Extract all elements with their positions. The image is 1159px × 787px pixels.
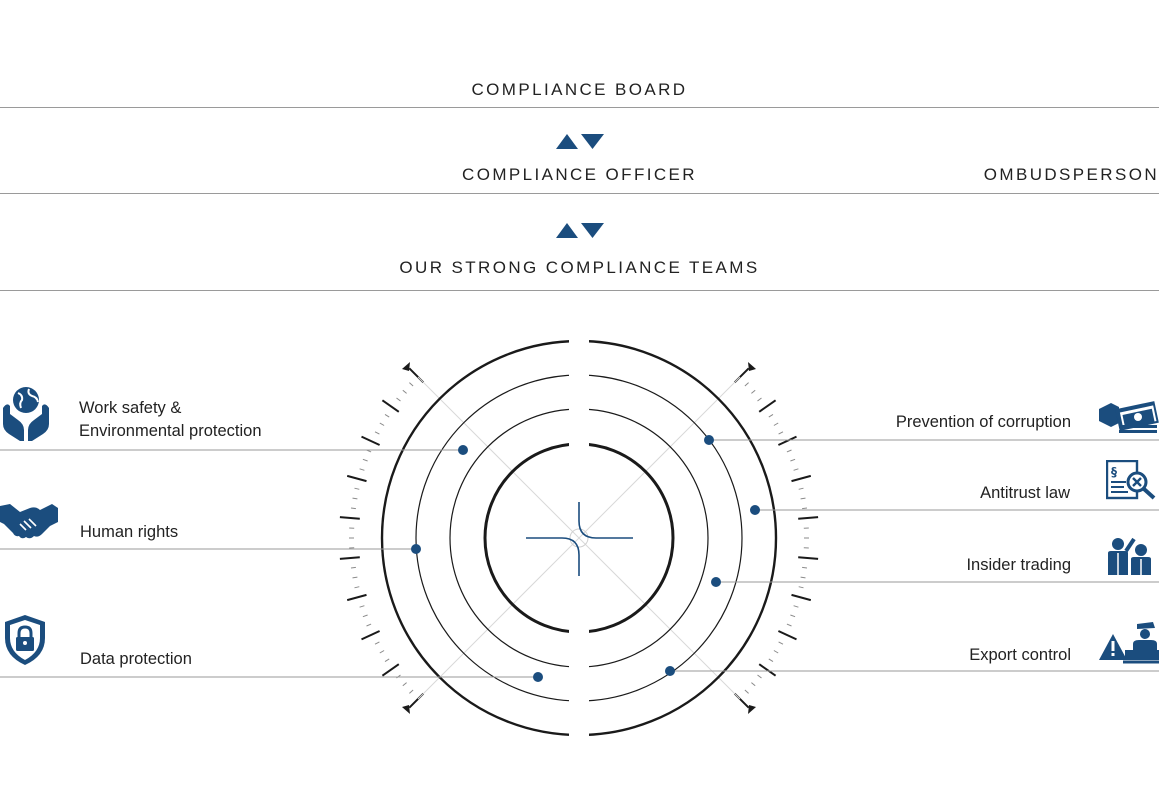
people-talking-icon	[1108, 537, 1151, 575]
divider-line	[0, 107, 1159, 108]
scale-tick	[773, 422, 779, 426]
topic-label-line: Work safety &	[79, 399, 182, 417]
scale-tick	[354, 487, 360, 490]
topic-human-rights: Human rights	[80, 523, 179, 541]
scale-tick	[359, 605, 365, 608]
scale-tick	[339, 516, 360, 520]
scale-tick	[346, 474, 367, 483]
scale-tick	[778, 431, 784, 435]
topic-label-line: Environmental protection	[79, 422, 262, 440]
crosshair-icon	[526, 502, 633, 576]
compliance-officer-title: COMPLIANCE OFFICER	[462, 165, 697, 184]
scale-tick	[354, 586, 360, 589]
scale-tick	[381, 399, 400, 413]
scale-tick	[798, 556, 819, 560]
scale-tick	[768, 413, 774, 418]
scale-tick	[793, 468, 799, 471]
scale-tick	[777, 435, 797, 446]
divider-line	[0, 193, 1159, 194]
svg-text:§: §	[1111, 465, 1117, 479]
handshake-icon	[0, 504, 58, 539]
scale-tick	[758, 399, 777, 413]
scale-tick	[791, 593, 812, 602]
scale-tick	[757, 674, 762, 679]
scale-tick	[786, 623, 792, 627]
scale-tick	[339, 556, 360, 560]
scale-tick	[361, 630, 381, 641]
scale-tick	[350, 566, 356, 569]
scale-tick	[798, 586, 804, 589]
scale-tick	[381, 663, 400, 677]
up-down-arrows-icon	[0, 132, 1159, 155]
divider-line	[0, 290, 1159, 291]
compliance-teams-title: OUR STRONG COMPLIANCE TEAMS	[399, 258, 760, 277]
scale-tick	[777, 630, 797, 641]
scale-tick	[362, 614, 368, 618]
scale-tick	[366, 623, 372, 627]
globe-hands-icon	[3, 387, 49, 441]
scale-tick	[800, 497, 806, 500]
scale-tick	[802, 507, 808, 510]
scale-tick	[744, 689, 749, 694]
scale-tick	[768, 658, 774, 663]
scale-tick	[798, 516, 819, 520]
scale-tick	[362, 458, 368, 462]
scale-tick	[786, 449, 792, 453]
topic-export-control: Export control	[969, 646, 1071, 664]
scale-tick	[790, 458, 796, 462]
scale-tick	[374, 641, 380, 645]
scale-tick	[800, 576, 806, 579]
scale-tick	[379, 422, 385, 426]
scale-tick	[379, 650, 385, 654]
scale-tick	[757, 397, 762, 402]
scale-tick	[384, 413, 390, 418]
scale-tick	[751, 682, 756, 687]
scale-tick	[758, 663, 777, 677]
document-search-icon: §	[1106, 460, 1156, 500]
topic-work-safety: Work safety & Environmental protection	[79, 397, 262, 443]
corner-markers	[402, 362, 756, 714]
scale-tick	[409, 382, 414, 387]
scale-tick	[384, 658, 390, 663]
scale-tick	[791, 474, 812, 483]
scale-tick	[396, 397, 401, 402]
scale-tick	[350, 507, 356, 510]
compliance-board-title: COMPLIANCE BOARD	[471, 80, 688, 99]
ombudsperson-title: OMBUDSPERSON	[983, 165, 1159, 184]
scale-tick	[402, 389, 407, 394]
scale-tick	[778, 641, 784, 645]
scale-tick	[346, 593, 367, 602]
scale-ticks	[339, 367, 819, 709]
money-hand-icon	[1099, 401, 1159, 433]
topic-insider-trading: Insider trading	[966, 556, 1071, 574]
scale-tick	[402, 682, 407, 687]
scale-tick	[409, 689, 414, 694]
scale-tick	[751, 389, 756, 394]
scale-tick	[802, 566, 808, 569]
center-circle	[569, 528, 589, 548]
scale-tick	[793, 605, 799, 608]
scale-tick	[374, 431, 380, 435]
topic-prevention-of-corruption: Prevention of corruption	[895, 413, 1071, 431]
scale-tick	[352, 576, 358, 579]
diagonal-guide	[417, 376, 741, 700]
scale-tick	[798, 487, 804, 490]
scale-tick	[773, 650, 779, 654]
scale-tick	[359, 468, 365, 471]
customs-officer-icon	[1099, 622, 1159, 664]
scale-tick	[790, 614, 796, 618]
topic-antitrust-law: Antitrust law	[980, 484, 1070, 502]
topic-markers	[411, 435, 760, 682]
scale-tick	[744, 382, 749, 387]
scale-tick	[352, 497, 358, 500]
topic-data-protection: Data protection	[80, 650, 192, 668]
scale-tick	[361, 435, 381, 446]
shield-lock-icon	[5, 615, 45, 665]
up-down-arrows-icon	[0, 221, 1159, 244]
